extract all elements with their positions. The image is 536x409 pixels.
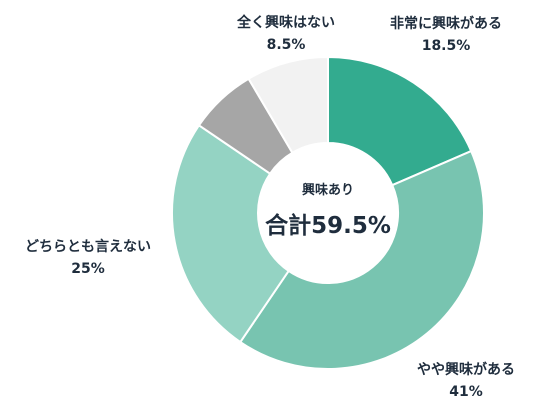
- donut-slices: [171, 55, 485, 370]
- slice-value-label: 41%: [449, 384, 483, 400]
- slice-category-label: 非常に興味がある: [390, 15, 502, 32]
- slice-value-label: 8.5%: [267, 37, 306, 53]
- slice-category-label: どちらとも言えない: [25, 238, 151, 255]
- center-label: 興味あり 合計59.5%: [265, 182, 391, 239]
- donut-slice-5: [247, 55, 329, 155]
- slice-label-somewhat-interested: やや興味がある 41%: [417, 361, 515, 400]
- slice-label-neutral: どちらとも言えない 25%: [25, 238, 151, 277]
- donut-slice-2: [238, 149, 485, 370]
- slice-value-label: 18.5%: [422, 38, 471, 54]
- slice-label-not-interested-at-all: 全く興味はない 8.5%: [236, 14, 335, 53]
- slice-value-label: 25%: [71, 261, 105, 277]
- slice-label-very-interested: 非常に興味がある 18.5%: [390, 15, 502, 54]
- center-subtitle: 興味あり: [302, 182, 354, 198]
- slice-category-label: 全く興味はない: [236, 14, 335, 31]
- donut-slice-1: [327, 55, 473, 187]
- center-title: 合計59.5%: [265, 212, 391, 239]
- donut-slice-3: [171, 123, 291, 344]
- slice-category-label: やや興味がある: [417, 361, 515, 378]
